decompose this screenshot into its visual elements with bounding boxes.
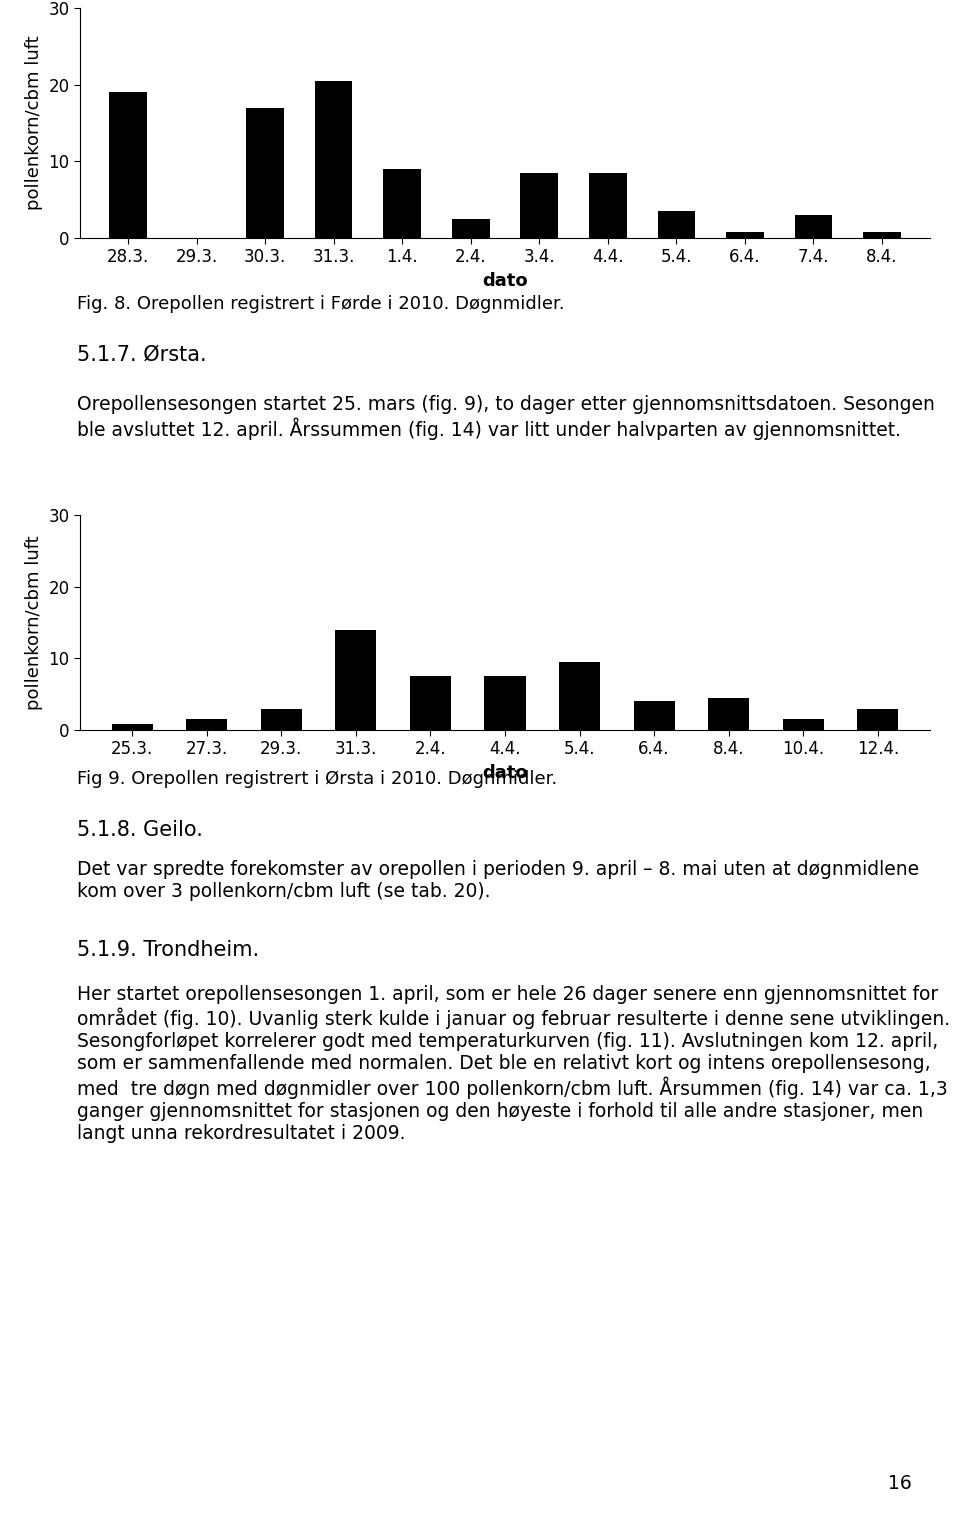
- Bar: [315, 80, 352, 238]
- X-axis label: dato: dato: [482, 764, 528, 782]
- Bar: [261, 708, 301, 729]
- Bar: [559, 661, 600, 729]
- Bar: [335, 629, 376, 729]
- Text: 16: 16: [888, 1474, 912, 1493]
- Bar: [708, 697, 749, 729]
- Bar: [109, 92, 147, 238]
- Bar: [634, 702, 675, 729]
- Bar: [658, 212, 695, 238]
- Bar: [186, 719, 228, 729]
- Bar: [857, 708, 899, 729]
- Text: Orepollensesongen startet 25. mars (fig. 9), to dager etter gjennomsnittsdatoen.: Orepollensesongen startet 25. mars (fig.…: [77, 395, 935, 440]
- Bar: [782, 719, 824, 729]
- Bar: [111, 725, 153, 729]
- Bar: [452, 219, 490, 238]
- Bar: [246, 107, 284, 238]
- Text: 5.1.7. Ørsta.: 5.1.7. Ørsta.: [77, 345, 206, 365]
- Text: Fig. 8. Orepollen registrert i Førde i 2010. Døgnmidler.: Fig. 8. Orepollen registrert i Førde i 2…: [77, 295, 564, 313]
- Bar: [410, 676, 451, 729]
- X-axis label: dato: dato: [482, 272, 528, 290]
- Bar: [795, 215, 832, 238]
- Y-axis label: pollenkorn/cbm luft: pollenkorn/cbm luft: [25, 36, 43, 210]
- Text: Det var spredte forekomster av orepollen i perioden 9. april – 8. mai uten at dø: Det var spredte forekomster av orepollen…: [77, 859, 919, 902]
- Bar: [863, 231, 900, 238]
- Bar: [383, 169, 421, 238]
- Bar: [520, 172, 558, 238]
- Text: 5.1.9. Trondheim.: 5.1.9. Trondheim.: [77, 940, 259, 961]
- Bar: [485, 676, 525, 729]
- Y-axis label: pollenkorn/cbm luft: pollenkorn/cbm luft: [25, 536, 43, 710]
- Bar: [589, 172, 627, 238]
- Text: 5.1.8. Geilo.: 5.1.8. Geilo.: [77, 820, 203, 840]
- Bar: [726, 231, 764, 238]
- Text: Fig 9. Orepollen registrert i Ørsta i 2010. Døgnmidler.: Fig 9. Orepollen registrert i Ørsta i 20…: [77, 770, 557, 788]
- Text: Her startet orepollensesongen 1. april, som er hele 26 dager senere enn gjennoms: Her startet orepollensesongen 1. april, …: [77, 985, 950, 1144]
